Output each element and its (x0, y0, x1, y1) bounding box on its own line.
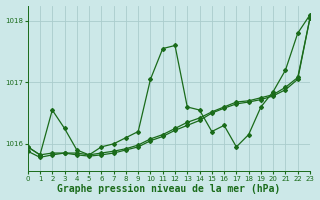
X-axis label: Graphe pression niveau de la mer (hPa): Graphe pression niveau de la mer (hPa) (57, 184, 281, 194)
